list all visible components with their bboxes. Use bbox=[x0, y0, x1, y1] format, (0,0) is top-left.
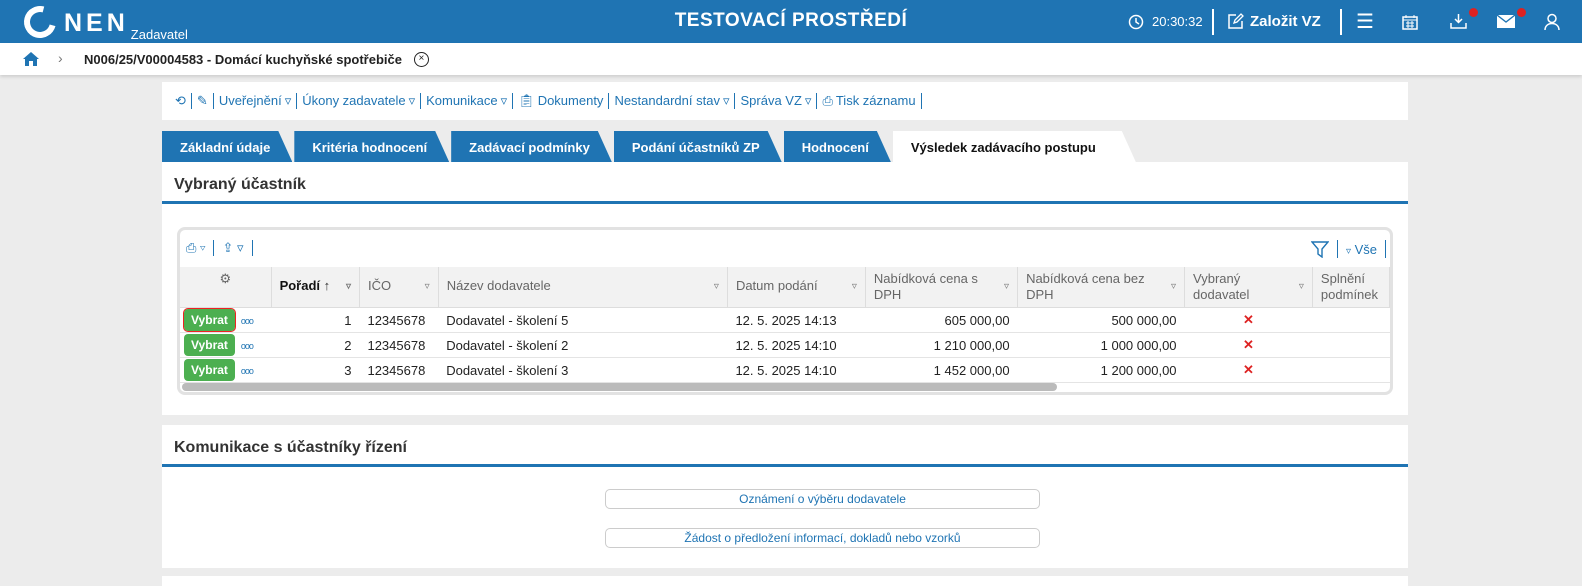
home-icon[interactable] bbox=[22, 51, 40, 67]
mail-icon[interactable] bbox=[1497, 0, 1515, 43]
select-button[interactable]: Vybrat bbox=[183, 308, 236, 332]
cross-icon: ✕ bbox=[1184, 357, 1313, 383]
table-row: Vybrat ooo 3 12345678 Dodavatel - školení… bbox=[180, 357, 1390, 383]
notice-of-selection-button[interactable]: Oznámení o výběru dodavatele bbox=[605, 489, 1040, 509]
tab-bar: Základní údaje Kritéria hodnocení Zadáva… bbox=[162, 131, 1138, 162]
selected-participant-section: Vybraný účastník ⎙ ▿ ⇪ ▿ ▿ Vše ⚙︎ Pořadí… bbox=[162, 162, 1408, 415]
grid-toolbar: ⎙ ▿ ⇪ ▿ bbox=[186, 240, 257, 256]
nen-logo[interactable]: NEN Zadavatel bbox=[18, 0, 188, 44]
column-ico[interactable]: IČO ▿ bbox=[359, 267, 439, 308]
close-icon[interactable]: × bbox=[413, 51, 429, 67]
more-options-icon[interactable]: ooo bbox=[240, 366, 254, 376]
horizontal-scrollbar[interactable] bbox=[182, 383, 1057, 391]
column-datum[interactable]: Datum podání ▿ bbox=[727, 267, 866, 308]
menu-uverejneni[interactable]: Uveřejnění ▿ bbox=[214, 93, 298, 109]
column-splneni[interactable]: Splnění podmínek bbox=[1312, 267, 1390, 308]
section-title: Vybraný účastník bbox=[162, 162, 1408, 204]
export-icon[interactable]: ⇪ ▿ bbox=[222, 240, 244, 255]
more-options-icon[interactable]: ooo bbox=[240, 316, 254, 326]
section-title: Komunikace s účastníky řízení bbox=[162, 425, 1408, 467]
print-icon: ⎙ bbox=[822, 93, 833, 108]
table-row: Vybrat ooo 2 12345678 Dodavatel - školení… bbox=[180, 332, 1390, 358]
participants-table: ⚙︎ Pořadí ↑ ▿ IČO ▿ Název dodavatele ▿ Datu… bbox=[180, 267, 1390, 383]
tab-vysledek[interactable]: Výsledek zadávacího postupu bbox=[893, 131, 1136, 162]
column-nazev[interactable]: Název dodavatele ▿ bbox=[438, 267, 728, 308]
select-button[interactable]: Vybrat bbox=[184, 334, 235, 356]
communication-section: Komunikace s účastníky řízení Oznámení o… bbox=[162, 425, 1408, 568]
refresh-icon[interactable]: ⟲ bbox=[170, 93, 192, 109]
notification-badge bbox=[1469, 8, 1478, 17]
column-cena-s-dph[interactable]: Nabídková cena s DPH ▿ bbox=[865, 267, 1019, 308]
create-vz-button[interactable]: Založit VZ bbox=[1227, 0, 1321, 43]
clock-icon bbox=[1128, 14, 1144, 29]
tab-hodnoceni[interactable]: Hodnocení bbox=[784, 131, 891, 162]
menu-ukony-zadavatele[interactable]: Úkony zadavatele ▿ bbox=[297, 93, 422, 109]
column-vybrany[interactable]: Vybraný dodavatel ▿ bbox=[1184, 267, 1313, 308]
column-cena-bez-dph[interactable]: Nabídková cena bez DPH ▿ bbox=[1017, 267, 1186, 308]
menu-komunikace[interactable]: Komunikace ▿ bbox=[421, 93, 514, 109]
edit-icon[interactable]: ✎ bbox=[192, 93, 214, 109]
more-options-icon[interactable]: ooo bbox=[240, 341, 254, 351]
notification-badge bbox=[1517, 8, 1526, 17]
select-button[interactable]: Vybrat bbox=[184, 359, 235, 381]
cross-icon: ✕ bbox=[1184, 332, 1313, 358]
environment-title: TESTOVACÍ PROSTŘEDÍ bbox=[674, 10, 908, 31]
filter-icon[interactable] bbox=[1310, 240, 1329, 258]
download-icon[interactable] bbox=[1450, 0, 1467, 43]
request-documents-button[interactable]: Žádost o předložení informací, dokladů n… bbox=[605, 528, 1040, 548]
next-section bbox=[162, 576, 1408, 586]
column-poradi[interactable]: Pořadí ↑ ▿ bbox=[271, 267, 360, 308]
divider bbox=[1340, 9, 1342, 35]
breadcrumb: › N006/25/V00004583 - Domácí kuchyňské s… bbox=[0, 43, 1582, 75]
tab-zadavaci-podminky[interactable]: Zadávací podmínky bbox=[451, 131, 612, 162]
clipboard-icon: 📋︎ bbox=[518, 93, 535, 108]
divider bbox=[1212, 9, 1214, 35]
top-header: NEN Zadavatel TESTOVACÍ PROSTŘEDÍ 20:30:… bbox=[0, 0, 1582, 44]
menu-dokumenty[interactable]: 📋︎ Dokumenty bbox=[513, 93, 610, 109]
tab-zakladni-udaje[interactable]: Základní údaje bbox=[162, 131, 292, 162]
menu-sprava-vz[interactable]: Správa VZ ▿ bbox=[735, 93, 818, 109]
menu-tisk-zaznamu[interactable]: ⎙ Tisk záznamu bbox=[817, 93, 922, 109]
logo-icon bbox=[18, 0, 62, 44]
edit-icon bbox=[1228, 13, 1244, 29]
menu-nestandardni-stav[interactable]: Nestandardní stav ▿ bbox=[609, 93, 736, 109]
tab-podani-ucastniku[interactable]: Podání účastníků ZP bbox=[614, 131, 782, 162]
cross-icon: ✕ bbox=[1184, 307, 1313, 333]
calendar-icon[interactable] bbox=[1402, 0, 1418, 43]
print-icon[interactable]: ⎙ ▿ bbox=[186, 240, 206, 255]
table-row: Vybrat ooo 1 12345678 Dodavatel - školení… bbox=[180, 307, 1390, 333]
chevron-right-icon: › bbox=[58, 50, 63, 66]
tab-kriteria-hodnoceni[interactable]: Kritéria hodnocení bbox=[294, 131, 449, 162]
action-toolbar: ⟲ ✎ Uveřejnění ▿ Úkony zadavatele ▿ Komu… bbox=[162, 82, 1408, 120]
filter-all-dropdown[interactable]: ▿ Vše bbox=[1345, 241, 1377, 257]
breadcrumb-current[interactable]: N006/25/V00004583 - Domácí kuchyňské spo… bbox=[84, 51, 402, 67]
participants-grid: ⎙ ▿ ⇪ ▿ ▿ Vše ⚙︎ Pořadí ↑ ▿ IČO ▿ Název do… bbox=[177, 227, 1393, 395]
session-clock: 20:30:32 bbox=[1128, 0, 1203, 43]
user-icon[interactable] bbox=[1544, 0, 1560, 43]
column-settings-icon[interactable]: ⚙︎ bbox=[180, 267, 272, 308]
table-header: ⚙︎ Pořadí ↑ ▿ IČO ▿ Název dodavatele ▿ Datu… bbox=[180, 267, 1390, 308]
menu-icon[interactable]: ☰ bbox=[1356, 11, 1374, 33]
